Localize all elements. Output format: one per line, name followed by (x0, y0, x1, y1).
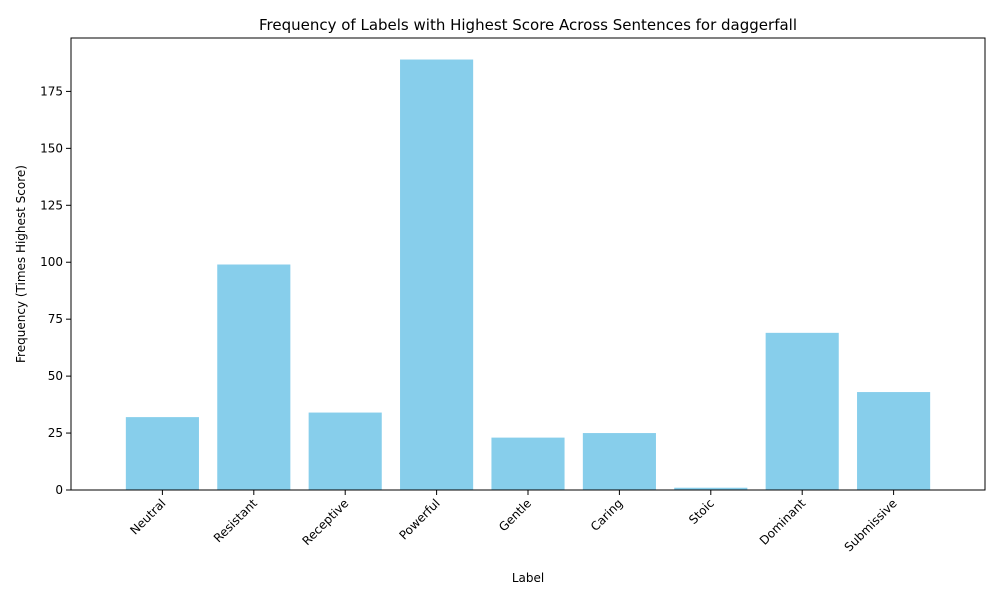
bar-dominant (765, 332, 839, 490)
x-tick-label: Gentle (496, 496, 534, 534)
plot-frame (70, 37, 986, 491)
y-tick-label: 50 (48, 369, 63, 383)
x-axis-label: Label (512, 571, 544, 585)
x-tick-label: Submissive (842, 496, 900, 554)
bar-resistant (217, 264, 291, 490)
y-tick-label: 0 (55, 483, 63, 497)
y-tick-label: 25 (48, 426, 63, 440)
bars-group (125, 59, 931, 491)
y-axis-label: Frequency (Times Highest Score) (14, 165, 28, 363)
y-tick-label: 175 (40, 84, 63, 98)
bar-powerful (400, 59, 474, 491)
x-tick-label: Neutral (127, 496, 168, 537)
y-tick-label: 125 (40, 198, 63, 212)
x-axis: Neutral Resistant Receptive Powerful Gentle C… (127, 490, 900, 554)
chart-title: Frequency of Labels with Highest Score A… (259, 16, 797, 34)
x-tick-label: Caring (588, 496, 626, 534)
bar-stoic (674, 487, 748, 490)
x-tick-label: Powerful (396, 496, 442, 542)
y-tick-label: 75 (48, 312, 63, 326)
bar-neutral (125, 417, 199, 490)
x-tick-label: Stoic (686, 496, 717, 527)
bar-caring (582, 433, 656, 490)
x-tick-label: Dominant (757, 496, 809, 548)
bar-receptive (308, 412, 382, 490)
y-tick-label: 100 (40, 255, 63, 269)
x-tick-label: Resistant (211, 496, 260, 545)
x-tick-label: Receptive (299, 496, 351, 548)
y-axis: 0 25 50 75 100 125 150 175 (40, 84, 71, 497)
bar-submissive (857, 392, 931, 490)
bar-gentle (491, 437, 565, 490)
y-tick-label: 150 (40, 141, 63, 155)
